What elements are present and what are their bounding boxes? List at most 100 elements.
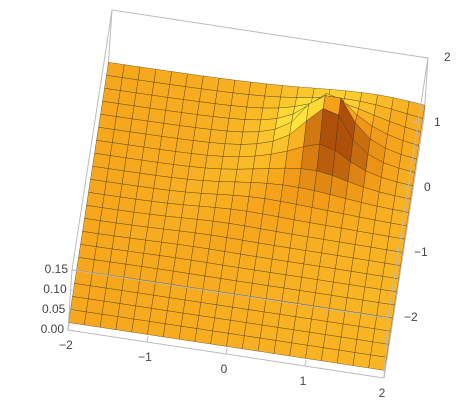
surface-patch (167, 190, 186, 206)
box-edge (71, 9, 113, 271)
surface-patch (131, 105, 151, 122)
surface-patch (232, 181, 252, 197)
surface-patch (256, 242, 275, 260)
surface-patch (210, 330, 229, 347)
surface-patch (163, 110, 182, 126)
surface-patch (191, 140, 210, 156)
surface-patch (171, 270, 190, 288)
surface-patch (159, 241, 178, 259)
surface-patch (127, 131, 147, 148)
surface-patch (364, 273, 384, 290)
surface-patch (141, 253, 160, 270)
surface-patch (120, 77, 139, 94)
x-tick (67, 323, 70, 331)
surface-patch (114, 116, 133, 133)
box-edge (383, 117, 425, 379)
surface-patch (185, 179, 204, 194)
surface-patch (155, 162, 174, 178)
surface-patch (307, 222, 326, 240)
surface-patch (360, 299, 379, 316)
surface-patch (100, 207, 119, 224)
surface-patch (98, 220, 117, 237)
y-tick (401, 186, 409, 189)
surface-patch (305, 236, 324, 254)
surface-patch (252, 154, 272, 170)
surface-patch (352, 244, 372, 261)
surface-patch (167, 297, 186, 314)
surface-patch (181, 99, 200, 115)
surface-patch (163, 323, 182, 340)
surface-patch (313, 292, 332, 309)
surface-patch (76, 257, 95, 274)
surface-patch (323, 334, 342, 351)
surface-patch (228, 208, 248, 227)
surface-patch (266, 167, 286, 186)
surface-patch (173, 257, 192, 274)
surface-patch (107, 261, 127, 278)
y-tick-label: −1 (414, 245, 428, 259)
surface-patch (264, 183, 284, 202)
surface-patch (234, 280, 253, 297)
surface-patch (246, 94, 265, 109)
surface-patch (189, 153, 208, 169)
surface-patch (84, 205, 103, 221)
surface-patch (210, 220, 230, 238)
surface-patch (244, 211, 263, 230)
surface-patch (161, 123, 180, 139)
surface-patch (212, 317, 231, 334)
surface-patch (280, 85, 299, 98)
x-tick-label: −1 (138, 350, 152, 364)
surface-patch (335, 255, 354, 272)
surface-patch (260, 107, 280, 121)
surface-patch (149, 94, 169, 111)
surface-patch (102, 194, 121, 211)
z-tick-label: 0.15 (45, 262, 69, 276)
surface-patch (275, 327, 294, 344)
surface-patch (192, 232, 212, 250)
surface-patch (380, 276, 399, 293)
surface-patch (212, 103, 232, 119)
surface-patch (216, 181, 236, 196)
box-edge (71, 269, 389, 319)
surface-patch (293, 204, 313, 223)
surface-patch (193, 127, 212, 143)
surface-patch (338, 336, 358, 353)
surface-patch (291, 329, 310, 346)
surface-patch (228, 320, 247, 336)
surface-patch (117, 303, 136, 320)
surface-patch (337, 241, 356, 259)
surface-patch (183, 86, 202, 102)
surface-patch (137, 172, 157, 189)
surface-patch (232, 79, 252, 95)
surface-patch (206, 248, 226, 266)
x-tick-label: 2 (379, 386, 386, 400)
surface-patch (197, 205, 216, 222)
x-tick (304, 359, 307, 367)
surface-patch (350, 257, 370, 275)
surface-patch (186, 273, 206, 290)
surface-patch (188, 259, 208, 277)
surface-patch (173, 151, 192, 167)
surface-patch (203, 167, 222, 182)
y-tick-label: −2 (404, 310, 418, 324)
surface-patch (214, 90, 234, 106)
surface-patch (250, 168, 270, 184)
surface-patch (218, 278, 237, 295)
surface-patch (197, 101, 216, 117)
surface-patch (102, 88, 121, 104)
surface-patch (165, 310, 184, 327)
surface-patch (206, 142, 226, 157)
surface-patch (195, 219, 214, 236)
surface-patch (262, 95, 281, 109)
box-edge (67, 269, 73, 331)
surface-patch (108, 155, 127, 172)
surface-patch (238, 253, 257, 271)
surface-patch (204, 262, 224, 279)
surface-patch (282, 167, 302, 188)
x-tick (225, 347, 228, 355)
surface-patch (96, 127, 115, 143)
surface-patch (276, 216, 295, 235)
surface-patch (226, 118, 246, 133)
surface-patch (348, 271, 368, 288)
surface-patch (254, 256, 273, 273)
